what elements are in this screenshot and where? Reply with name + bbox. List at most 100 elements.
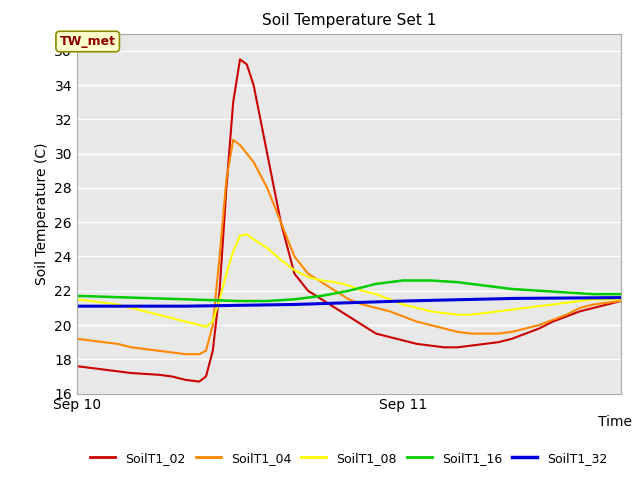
SoilT1_08 — [563, 300, 570, 306]
SoilT1_08 — [155, 312, 163, 318]
SoilT1_02 — [454, 345, 461, 350]
SoilT1_02 — [236, 57, 244, 62]
SoilT1_04 — [372, 305, 380, 311]
SoilT1_16 — [318, 293, 326, 299]
SoilT1_02 — [100, 367, 108, 372]
SoilT1_02 — [549, 319, 557, 324]
SoilT1_08 — [195, 322, 203, 328]
SoilT1_08 — [495, 309, 502, 314]
Y-axis label: Soil Temperature (C): Soil Temperature (C) — [35, 143, 49, 285]
SoilT1_16 — [209, 297, 216, 303]
SoilT1_04 — [100, 339, 108, 345]
SoilT1_08 — [549, 301, 557, 307]
SoilT1_08 — [358, 288, 366, 294]
SoilT1_08 — [277, 257, 285, 263]
SoilT1_08 — [291, 267, 298, 273]
SoilT1_02 — [358, 322, 366, 328]
SoilT1_08 — [223, 271, 230, 276]
SoilT1_08 — [114, 301, 122, 307]
SoilT1_02 — [264, 151, 271, 156]
SoilT1_02 — [73, 363, 81, 369]
SoilT1_04 — [229, 137, 237, 143]
SoilT1_04 — [345, 297, 353, 302]
SoilT1_04 — [386, 309, 394, 314]
SoilT1_02 — [332, 305, 339, 311]
SoilT1_32 — [291, 301, 298, 307]
SoilT1_02 — [481, 341, 489, 347]
SoilT1_02 — [127, 370, 135, 376]
SoilT1_02 — [223, 185, 230, 191]
SoilT1_02 — [155, 372, 163, 378]
SoilT1_04 — [454, 329, 461, 335]
SoilT1_04 — [250, 159, 257, 165]
Text: TW_met: TW_met — [60, 35, 116, 48]
SoilT1_02 — [168, 373, 176, 379]
SoilT1_04 — [332, 288, 339, 294]
SoilT1_08 — [318, 277, 326, 283]
SoilT1_02 — [243, 61, 251, 67]
SoilT1_08 — [216, 297, 223, 302]
SoilT1_16 — [399, 277, 407, 283]
SoilT1_04 — [427, 322, 435, 328]
SoilT1_16 — [182, 297, 189, 302]
SoilT1_32 — [73, 303, 81, 309]
SoilT1_16 — [372, 281, 380, 287]
SoilT1_02 — [522, 331, 529, 336]
SoilT1_02 — [345, 313, 353, 319]
SoilT1_02 — [413, 341, 420, 347]
SoilT1_32 — [182, 303, 189, 309]
SoilT1_16 — [236, 298, 244, 304]
Line: SoilT1_08: SoilT1_08 — [77, 234, 621, 327]
SoilT1_02 — [318, 297, 326, 302]
SoilT1_04 — [182, 351, 189, 357]
SoilT1_04 — [495, 331, 502, 336]
SoilT1_08 — [604, 297, 611, 302]
SoilT1_04 — [277, 219, 285, 225]
SoilT1_08 — [236, 233, 244, 239]
SoilT1_04 — [141, 346, 148, 352]
SoilT1_04 — [563, 312, 570, 318]
SoilT1_02 — [86, 365, 94, 371]
SoilT1_08 — [372, 291, 380, 297]
SoilT1_04 — [264, 185, 271, 191]
SoilT1_08 — [100, 300, 108, 306]
SoilT1_04 — [576, 305, 584, 311]
SoilT1_16 — [536, 288, 543, 294]
SoilT1_04 — [127, 345, 135, 350]
SoilT1_08 — [617, 297, 625, 302]
SoilT1_16 — [563, 289, 570, 295]
SoilT1_08 — [141, 309, 148, 314]
SoilT1_04 — [399, 313, 407, 319]
SoilT1_02 — [508, 336, 516, 342]
Legend: SoilT1_02, SoilT1_04, SoilT1_08, SoilT1_16, SoilT1_32: SoilT1_02, SoilT1_04, SoilT1_08, SoilT1_… — [85, 447, 612, 469]
SoilT1_04 — [168, 349, 176, 355]
SoilT1_04 — [304, 271, 312, 276]
SoilT1_08 — [508, 307, 516, 312]
SoilT1_08 — [536, 303, 543, 309]
SoilT1_02 — [617, 298, 625, 304]
SoilT1_16 — [617, 291, 625, 297]
SoilT1_32 — [617, 295, 625, 300]
SoilT1_04 — [202, 348, 210, 354]
SoilT1_08 — [182, 319, 189, 324]
SoilT1_02 — [195, 379, 203, 384]
SoilT1_04 — [440, 325, 448, 331]
SoilT1_04 — [86, 337, 94, 343]
SoilT1_04 — [604, 300, 611, 306]
SoilT1_08 — [413, 305, 420, 311]
SoilT1_02 — [304, 288, 312, 294]
SoilT1_08 — [386, 297, 394, 302]
X-axis label: Time: Time — [598, 415, 632, 429]
SoilT1_04 — [549, 317, 557, 323]
Line: SoilT1_02: SoilT1_02 — [77, 60, 621, 382]
SoilT1_04 — [590, 301, 598, 307]
SoilT1_02 — [427, 343, 435, 348]
SoilT1_04 — [617, 298, 625, 304]
SoilT1_16 — [291, 297, 298, 302]
SoilT1_16 — [264, 298, 271, 304]
SoilT1_08 — [202, 324, 210, 330]
SoilT1_08 — [590, 297, 598, 302]
SoilT1_08 — [576, 298, 584, 304]
SoilT1_02 — [386, 334, 394, 340]
SoilT1_16 — [127, 295, 135, 300]
